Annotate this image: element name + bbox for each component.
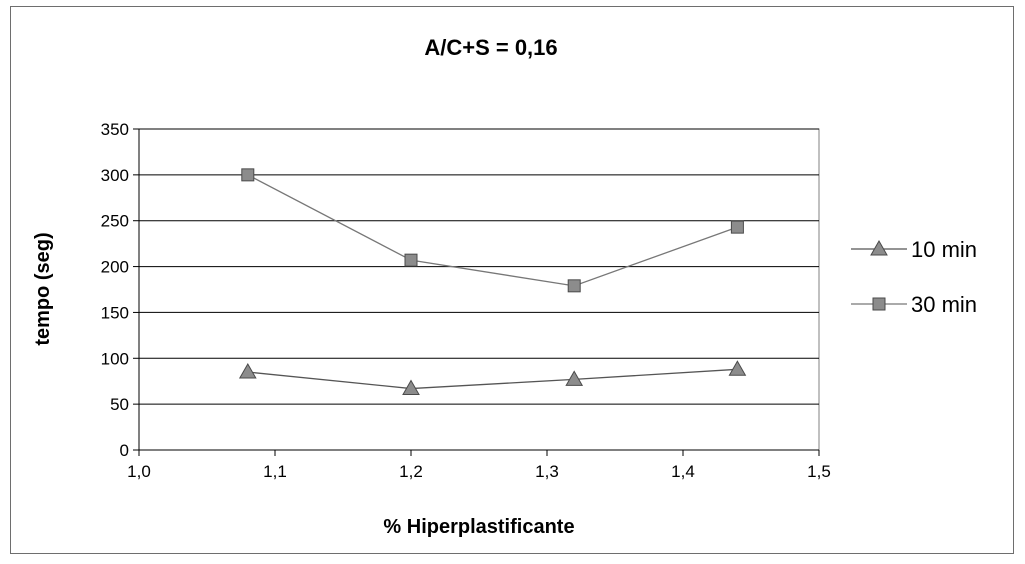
y-axis-ticks: 0 50 100 150 200 250 300 350 [101,120,139,460]
legend-label-10-min: 10 min [911,237,977,262]
x-tick-label: 1,3 [535,462,559,481]
legend-marker-10-min [870,239,888,256]
x-tick-label: 1,0 [127,462,151,481]
y-tick-label: 0 [120,441,129,460]
y-tick-label: 200 [101,258,129,277]
data-point-10-min [238,363,257,379]
x-axis-ticks: 1,0 1,1 1,2 1,3 1,4 1,5 [127,450,831,481]
data-point-30-min [567,279,581,293]
series-layer [238,168,747,396]
y-tick-label: 150 [101,303,129,322]
data-point-30-min [241,168,255,182]
chart-title: A/C+S = 0,16 [424,35,557,60]
y-tick-label: 300 [101,166,129,185]
y-axis-title: tempo (seg) [32,232,54,345]
data-point-10-min [565,370,584,386]
data-point-10-min [728,360,747,376]
data-point-30-min [404,253,418,267]
legend: 10 min 30 min [851,237,977,317]
data-point-30-min [730,220,744,234]
legend-label-30-min: 30 min [911,292,977,317]
y-tick-label: 350 [101,120,129,139]
chart-frame: A/C+S = 0,16 1,0 1,1 1,2 1,3 1,4 1,5 0 50 100 15… [10,6,1014,554]
x-tick-label: 1,2 [399,462,423,481]
chart-svg: A/C+S = 0,16 1,0 1,1 1,2 1,3 1,4 1,5 0 50 100 15… [32,35,977,538]
y-tick-label: 100 [101,349,129,368]
x-tick-label: 1,5 [807,462,831,481]
data-point-10-min [402,379,420,396]
y-tick-label: 250 [101,212,129,231]
plot-area-border [138,128,820,451]
y-tick-label: 50 [110,395,129,414]
x-tick-label: 1,1 [263,462,287,481]
x-tick-label: 1,4 [671,462,695,481]
plot-area: 1,0 1,1 1,2 1,3 1,4 1,5 0 50 100 150 200 250 300 350 [101,120,831,481]
x-axis-title: % Hiperplastificante [383,516,574,538]
series-line-30-min [247,174,738,287]
series-line-10-min [247,368,738,390]
legend-marker-30-min [872,297,886,311]
